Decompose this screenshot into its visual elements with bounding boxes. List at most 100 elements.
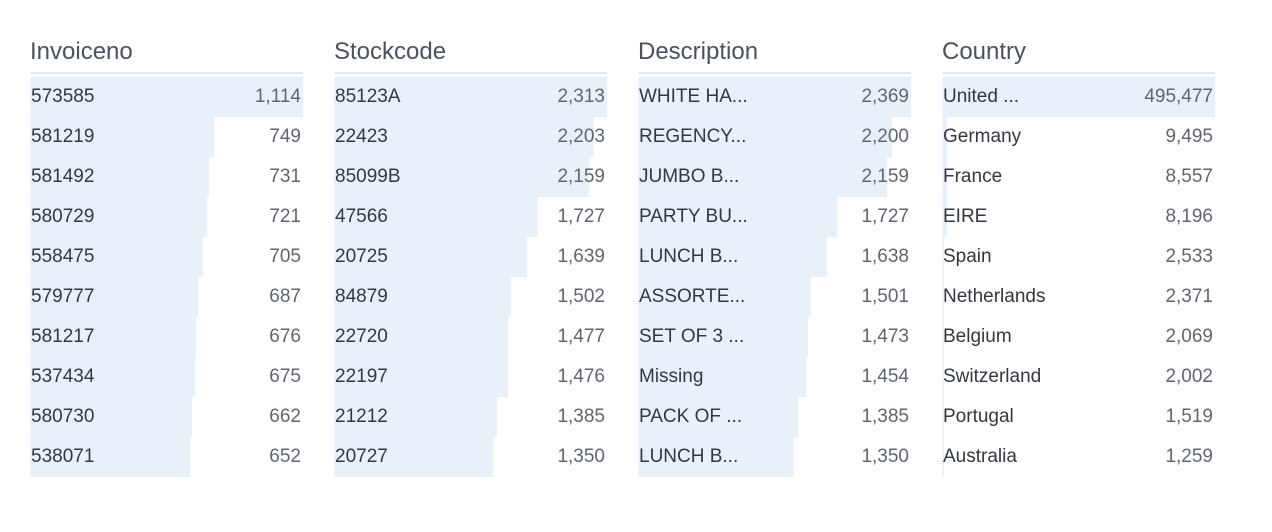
value-row[interactable]: ASSORTE... 1,501 [638, 277, 911, 317]
value-row[interactable]: 580730 662 [30, 397, 303, 437]
value-row[interactable]: Portugal 1,519 [942, 397, 1215, 437]
value-bar [638, 357, 806, 397]
value-row[interactable]: PARTY BU... 1,727 [638, 197, 911, 237]
value-row[interactable]: 22423 2,203 [334, 117, 607, 157]
value-bar [942, 117, 948, 157]
value-row[interactable]: WHITE HA... 2,369 [638, 77, 911, 117]
value-label: Australia [943, 446, 1017, 467]
value-row[interactable]: 558475 705 [30, 237, 303, 277]
field-column: Invoiceno 573585 1,114 581219 749 581492 [30, 38, 303, 477]
value-bar [638, 117, 892, 157]
value-row[interactable]: SET OF 3 ... 1,473 [638, 317, 911, 357]
row-content: 538071 652 [30, 437, 303, 477]
value-row[interactable]: 20725 1,639 [334, 237, 607, 277]
value-bar [334, 317, 509, 357]
value-row[interactable]: 84879 1,502 [334, 277, 607, 317]
row-content: 580730 662 [30, 397, 303, 437]
value-label: WHITE HA... [639, 86, 748, 107]
value-row[interactable]: EIRE 8,196 [942, 197, 1215, 237]
value-count: 687 [269, 286, 301, 307]
value-label: 20727 [335, 446, 388, 467]
value-row[interactable]: 85099B 2,159 [334, 157, 607, 197]
value-row[interactable]: United ... 495,477 [942, 77, 1215, 117]
value-label: 84879 [335, 286, 388, 307]
value-row[interactable]: REGENCY... 2,200 [638, 117, 911, 157]
value-bar [30, 317, 196, 357]
value-label: Belgium [943, 326, 1012, 347]
value-row[interactable]: 20727 1,350 [334, 437, 607, 477]
value-row[interactable]: PACK OF ... 1,385 [638, 397, 911, 437]
row-content: Missing 1,454 [638, 357, 911, 397]
value-count: 9,495 [1165, 126, 1213, 147]
value-row[interactable]: 22720 1,477 [334, 317, 607, 357]
value-label: United ... [943, 86, 1020, 107]
header-underline [942, 72, 1215, 74]
row-content: 85123A 2,313 [334, 77, 607, 117]
value-row[interactable]: Germany 9,495 [942, 117, 1215, 157]
value-row[interactable]: 580729 721 [30, 197, 303, 237]
value-label: 21212 [335, 406, 388, 427]
value-label: 22423 [335, 126, 388, 147]
value-bar [334, 77, 607, 117]
row-content: 580729 721 [30, 197, 303, 237]
field-header: Stockcode [334, 38, 447, 65]
row-content: Germany 9,495 [942, 117, 1215, 157]
row-content: Portugal 1,519 [942, 397, 1215, 437]
row-content: Netherlands 2,371 [942, 277, 1215, 317]
row-content: LUNCH B... 1,638 [638, 237, 911, 277]
value-bar [30, 237, 203, 277]
value-bar [638, 237, 827, 277]
value-label: Germany [943, 126, 1022, 147]
value-row[interactable]: 537434 675 [30, 357, 303, 397]
value-row[interactable]: Missing 1,454 [638, 357, 911, 397]
value-row[interactable]: 581219 749 [30, 117, 303, 157]
value-count: 2,159 [557, 166, 605, 187]
value-label: EIRE [943, 206, 988, 227]
value-label: 581492 [31, 166, 95, 187]
value-bar [942, 277, 944, 317]
row-content: 47566 1,727 [334, 197, 607, 237]
value-bar [334, 397, 498, 437]
value-row[interactable]: Netherlands 2,371 [942, 277, 1215, 317]
value-row[interactable]: 22197 1,476 [334, 357, 607, 397]
value-count: 721 [269, 206, 301, 227]
value-bar [638, 77, 911, 117]
row-content: 558475 705 [30, 237, 303, 277]
row-content: France 8,557 [942, 157, 1215, 197]
value-row[interactable]: Belgium 2,069 [942, 317, 1215, 357]
field-column: Stockcode 85123A 2,313 22423 2,203 85099… [334, 38, 607, 477]
field-stats-panel: Invoiceno 573585 1,114 581219 749 581492 [30, 38, 1215, 477]
value-bar [334, 237, 528, 277]
row-content: 85099B 2,159 [334, 157, 607, 197]
row-content: 20727 1,350 [334, 437, 607, 477]
row-content: LUNCH B... 1,350 [638, 437, 911, 477]
value-row[interactable]: 579777 687 [30, 277, 303, 317]
value-row[interactable]: 85123A 2,313 [334, 77, 607, 117]
value-row[interactable]: 21212 1,385 [334, 397, 607, 437]
value-count: 1,519 [1165, 406, 1213, 427]
value-label: 580729 [31, 206, 95, 227]
value-bar [638, 277, 811, 317]
value-bar [334, 277, 512, 317]
value-row[interactable]: JUMBO B... 2,159 [638, 157, 911, 197]
value-row[interactable]: 581217 676 [30, 317, 303, 357]
value-row[interactable]: 581492 731 [30, 157, 303, 197]
value-row[interactable]: 47566 1,727 [334, 197, 607, 237]
value-label: 22197 [335, 366, 388, 387]
value-label: 538071 [31, 446, 95, 467]
value-row[interactable]: LUNCH B... 1,350 [638, 437, 911, 477]
value-row[interactable]: Switzerland 2,002 [942, 357, 1215, 397]
value-row[interactable]: Australia 1,259 [942, 437, 1215, 477]
value-label: 573585 [31, 86, 95, 107]
row-content: 581219 749 [30, 117, 303, 157]
value-label: 580730 [31, 406, 95, 427]
row-content: 581492 731 [30, 157, 303, 197]
value-row[interactable]: France 8,557 [942, 157, 1215, 197]
value-row[interactable]: 573585 1,114 [30, 77, 303, 117]
value-row[interactable]: Spain 2,533 [942, 237, 1215, 277]
value-row[interactable]: 538071 652 [30, 437, 303, 477]
row-content: WHITE HA... 2,369 [638, 77, 911, 117]
value-bar [942, 397, 944, 437]
value-row[interactable]: LUNCH B... 1,638 [638, 237, 911, 277]
value-count: 1,476 [557, 366, 605, 387]
